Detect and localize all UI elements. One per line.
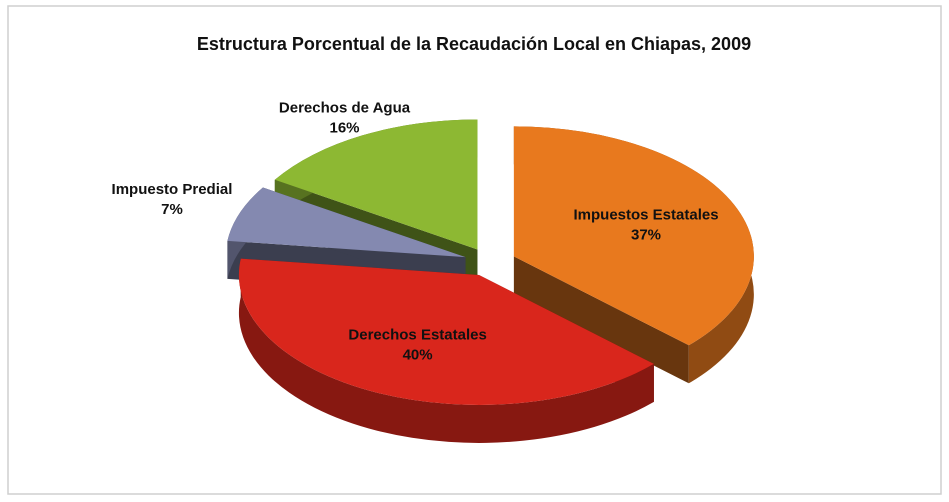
- slice-label: Derechos de Agua: [279, 99, 411, 116]
- slice-value-label: 37%: [631, 226, 661, 243]
- slice-cut-face: [513, 256, 689, 384]
- slice-side: [238, 258, 654, 443]
- slice-label: Impuesto Predial: [112, 181, 233, 198]
- slice: [274, 119, 478, 250]
- slice-value-label: 7%: [161, 201, 183, 218]
- slice-value-label: 16%: [329, 119, 359, 136]
- slice: [238, 258, 654, 405]
- slice-value-label: 40%: [403, 346, 433, 363]
- slice-label: Impuestos Estatales: [573, 206, 718, 223]
- slice: [513, 126, 754, 346]
- slice: [227, 187, 466, 258]
- slice-label: Derechos Estatales: [348, 326, 486, 343]
- chart-title: Estructura Porcentual de la Recaudación …: [197, 34, 751, 54]
